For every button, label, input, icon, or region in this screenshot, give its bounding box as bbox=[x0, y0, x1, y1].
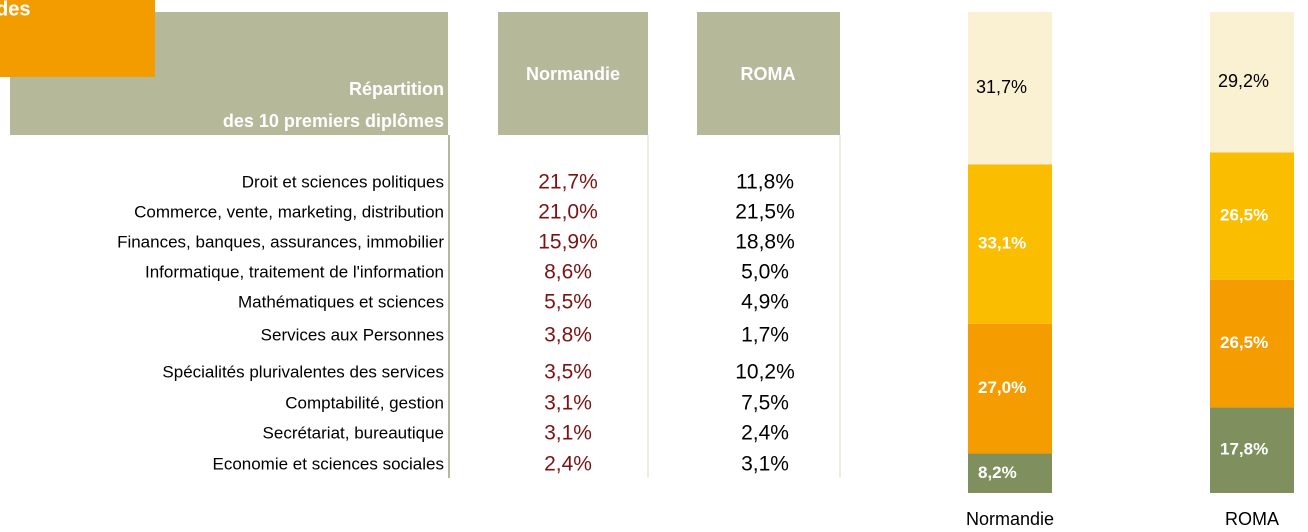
normandie-value: 21,7% bbox=[538, 171, 598, 194]
segment-label: 8,2% bbox=[978, 463, 1017, 482]
normandie-value: 21,0% bbox=[538, 201, 598, 224]
title-box-overlay bbox=[0, 12, 155, 77]
row-label: Commerce, vente, marketing, distribution bbox=[134, 202, 444, 221]
normandie-value: 15,9% bbox=[538, 231, 598, 254]
roma-value: 10,2% bbox=[735, 361, 795, 384]
segment-label: 31,7% bbox=[976, 77, 1027, 97]
normandie-value: 3,1% bbox=[544, 422, 592, 445]
row-label: Services aux Personnes bbox=[261, 325, 444, 344]
roma-value: 7,5% bbox=[741, 392, 789, 415]
bar-segment bbox=[968, 453, 1052, 493]
normandie-value: 2,4% bbox=[544, 453, 592, 476]
category-label: ROMA bbox=[1225, 509, 1279, 529]
normandie-value: 3,8% bbox=[544, 324, 592, 347]
bar-segment bbox=[968, 164, 1052, 324]
bar-segment bbox=[968, 323, 1052, 454]
row-label: Comptabilité, gestion bbox=[285, 393, 444, 412]
title: des bbox=[0, 0, 30, 20]
row-label: Droit et sciences politiques bbox=[242, 172, 444, 191]
normandie-value: 5,5% bbox=[544, 291, 592, 314]
normandie-value: 3,1% bbox=[544, 392, 592, 415]
row-label: Informatique, traitement de l'informatio… bbox=[145, 262, 444, 281]
row-label: Mathématiques et sciences bbox=[238, 292, 444, 311]
column-header-box bbox=[697, 12, 840, 135]
row-label: Spécialités plurivalentes des services bbox=[162, 362, 444, 381]
roma-value: 5,0% bbox=[741, 261, 789, 284]
column-header: Normandie bbox=[526, 64, 620, 84]
roma-value: 1,7% bbox=[741, 324, 789, 347]
caption-line: Répartition bbox=[349, 79, 444, 99]
bar-segment bbox=[1210, 407, 1294, 493]
segment-label: 17,8% bbox=[1220, 440, 1268, 459]
column-header: ROMA bbox=[741, 64, 796, 84]
roma-value: 21,5% bbox=[735, 201, 795, 224]
roma-value: 3,1% bbox=[741, 453, 789, 476]
bar-segment bbox=[1210, 279, 1294, 408]
segment-label: 27,0% bbox=[978, 378, 1026, 397]
roma-value: 18,8% bbox=[735, 231, 795, 254]
normandie-value: 3,5% bbox=[544, 361, 592, 384]
column-header-box bbox=[498, 12, 648, 135]
bar-segment bbox=[968, 12, 1052, 165]
segment-label: 29,2% bbox=[1218, 71, 1269, 91]
caption-line: des 10 premiers diplômes bbox=[223, 111, 444, 131]
roma-value: 11,8% bbox=[736, 171, 794, 194]
segment-label: 26,5% bbox=[1220, 333, 1268, 352]
category-label: Normandie bbox=[966, 509, 1054, 529]
roma-value: 4,9% bbox=[741, 291, 789, 314]
row-label: Finances, banques, assurances, immobilie… bbox=[117, 232, 444, 251]
bar-segment bbox=[1210, 152, 1294, 280]
segment-label: 33,1% bbox=[978, 234, 1026, 253]
bar-segment bbox=[1210, 12, 1294, 153]
normandie-value: 8,6% bbox=[544, 261, 592, 284]
roma-value: 2,4% bbox=[741, 422, 789, 445]
segment-label: 26,5% bbox=[1220, 206, 1268, 225]
row-label: Secrétariat, bureautique bbox=[263, 423, 444, 442]
row-label: Economie et sciences sociales bbox=[212, 454, 444, 473]
